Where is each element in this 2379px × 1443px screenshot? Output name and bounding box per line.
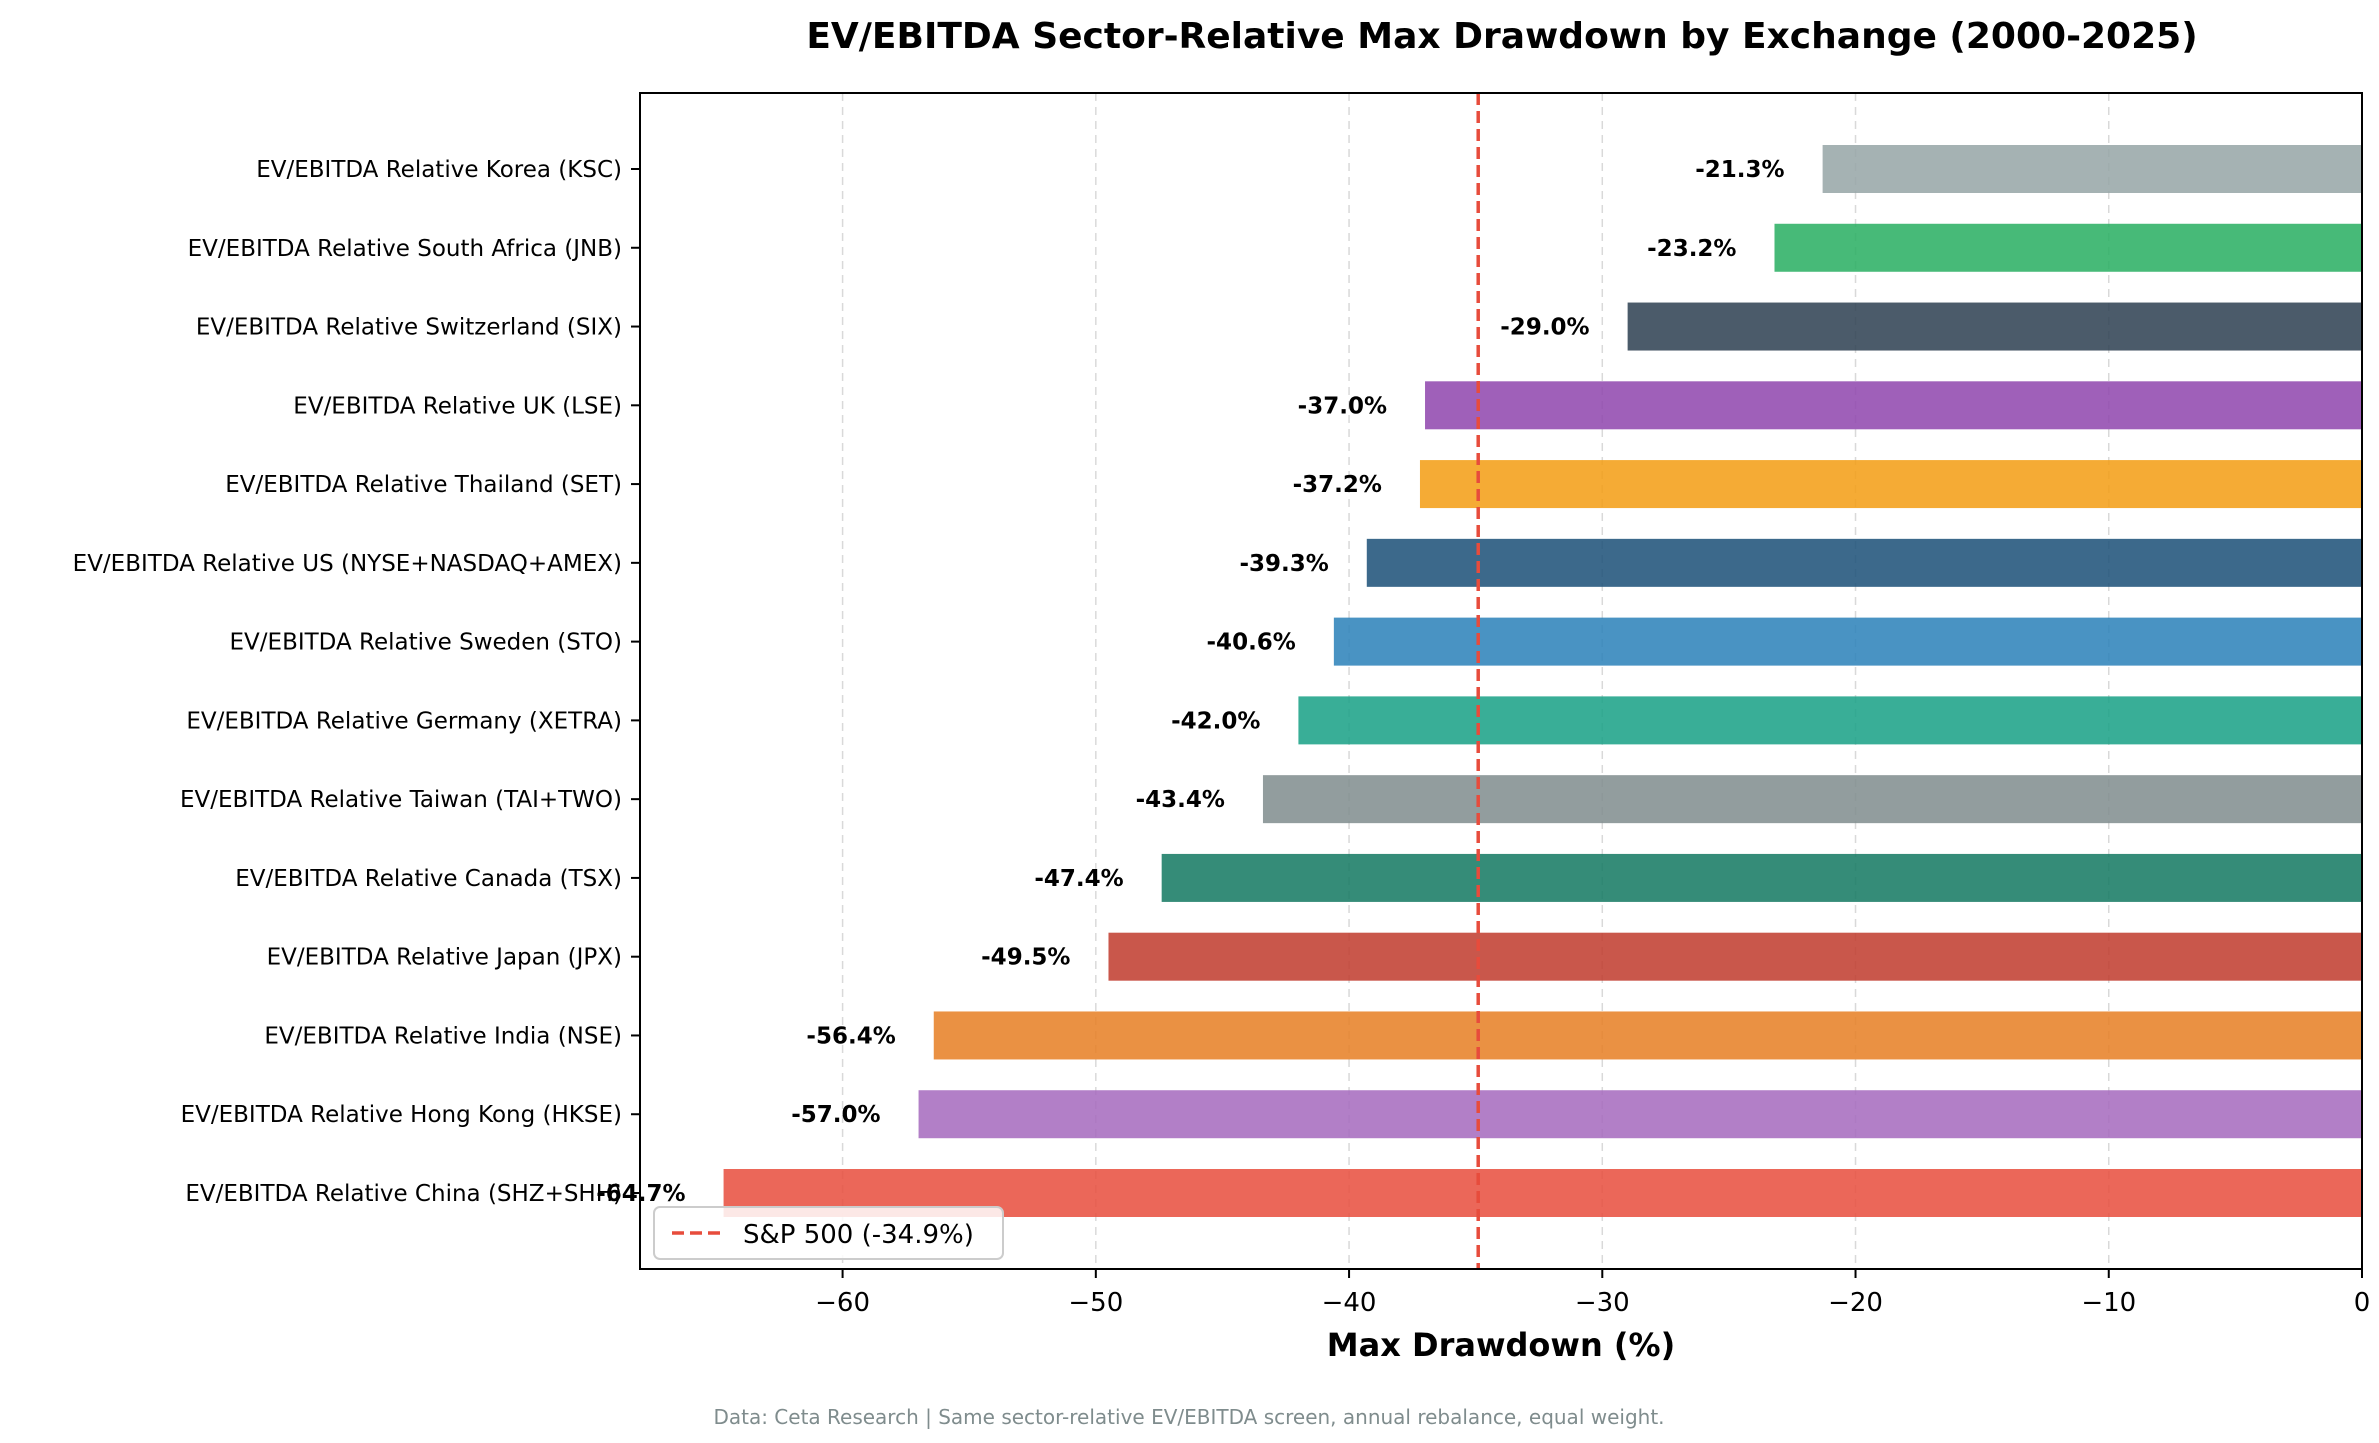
bar [1333, 617, 2362, 666]
x-axis: −60 −50 −40 −30 −20 −10 0 [815, 1269, 2370, 1318]
bar [1262, 775, 2362, 824]
y-tick-label: EV/EBITDA Relative Korea (KSC) [256, 157, 622, 183]
bar-value-label: -29.0% [1500, 315, 1589, 341]
footnote: Data: Ceta Research | Same sector-relati… [713, 1405, 1664, 1429]
y-axis: EV/EBITDA Relative Korea (KSC) EV/EBITDA … [73, 157, 640, 1207]
bar-value-label: -39.3% [1239, 551, 1328, 577]
y-tick-label: EV/EBITDA Relative Sweden (STO) [230, 630, 622, 656]
y-tick-label: EV/EBITDA Relative India (NSE) [264, 1023, 622, 1049]
bar-value-label: -47.4% [1034, 866, 1123, 892]
x-tick-label: 0 [2354, 1288, 2371, 1318]
bar-value-label: -37.0% [1298, 393, 1387, 419]
legend-label: S&P 500 (-34.9%) [743, 1220, 974, 1250]
bar-value-label: -21.3% [1695, 157, 1784, 183]
bar [1425, 381, 2362, 430]
bar [1366, 538, 2362, 587]
y-tick-label: EV/EBITDA Relative US (NYSE+NASDAQ+AMEX) [73, 551, 622, 577]
bar [1774, 223, 2362, 272]
plot-frame [639, 92, 2363, 1270]
bar-value-label: -49.5% [981, 945, 1070, 971]
y-tick-label: EV/EBITDA Relative Taiwan (TAI+TWO) [180, 787, 622, 813]
y-tick-label: EV/EBITDA Relative Hong Kong (HKSE) [181, 1102, 622, 1128]
x-tick-label: −40 [1322, 1288, 1377, 1318]
bar [1822, 145, 2362, 193]
y-tick-label: EV/EBITDA Relative Germany (XETRA) [186, 708, 622, 734]
x-tick-label: −20 [1828, 1288, 1883, 1318]
bar [933, 1011, 2362, 1060]
bar [1108, 932, 2362, 981]
x-tick-label: −60 [815, 1288, 870, 1318]
bar [1419, 460, 2362, 509]
bar [1161, 853, 2362, 902]
bar-value-label: -43.4% [1136, 787, 1225, 813]
y-tick-label: EV/EBITDA Relative Canada (TSX) [235, 866, 622, 892]
bar-value-label: -40.6% [1207, 630, 1296, 656]
bars [723, 145, 2362, 1217]
bar-value-label: -57.0% [791, 1102, 880, 1128]
x-axis-label: Max Drawdown (%) [1327, 1326, 1675, 1364]
y-tick-label: EV/EBITDA Relative Thailand (SET) [225, 472, 622, 498]
legend: S&P 500 (-34.9%) [653, 1206, 1004, 1260]
x-tick-label: −30 [1575, 1288, 1630, 1318]
y-tick-label: EV/EBITDA Relative South Africa (JNB) [188, 236, 622, 262]
chart-title: EV/EBITDA Sector-Relative Max Drawdown b… [806, 16, 2197, 57]
y-tick-label: EV/EBITDA Relative Japan (JPX) [267, 945, 622, 971]
bar [918, 1090, 2362, 1139]
legend-box [653, 1206, 1004, 1260]
bar-value-label: -42.0% [1171, 708, 1260, 734]
x-tick-label: −50 [1068, 1288, 1123, 1318]
bar-value-label: -37.2% [1293, 472, 1382, 498]
bar-value-label: -23.2% [1647, 236, 1736, 262]
bar-value-label: -56.4% [806, 1023, 895, 1049]
y-tick-label: EV/EBITDA Relative China (SHZ+SHH) [185, 1181, 622, 1207]
value-labels: -21.3% -23.2% -29.0% -37.0% -37.2% -39.3% -40.… [596, 157, 1784, 1207]
x-tick-label: −10 [2081, 1288, 2136, 1318]
bar [1627, 302, 2362, 351]
y-tick-label: EV/EBITDA Relative Switzerland (SIX) [196, 315, 622, 341]
bar [1298, 696, 2362, 745]
y-tick-label: EV/EBITDA Relative UK (LSE) [293, 393, 622, 419]
